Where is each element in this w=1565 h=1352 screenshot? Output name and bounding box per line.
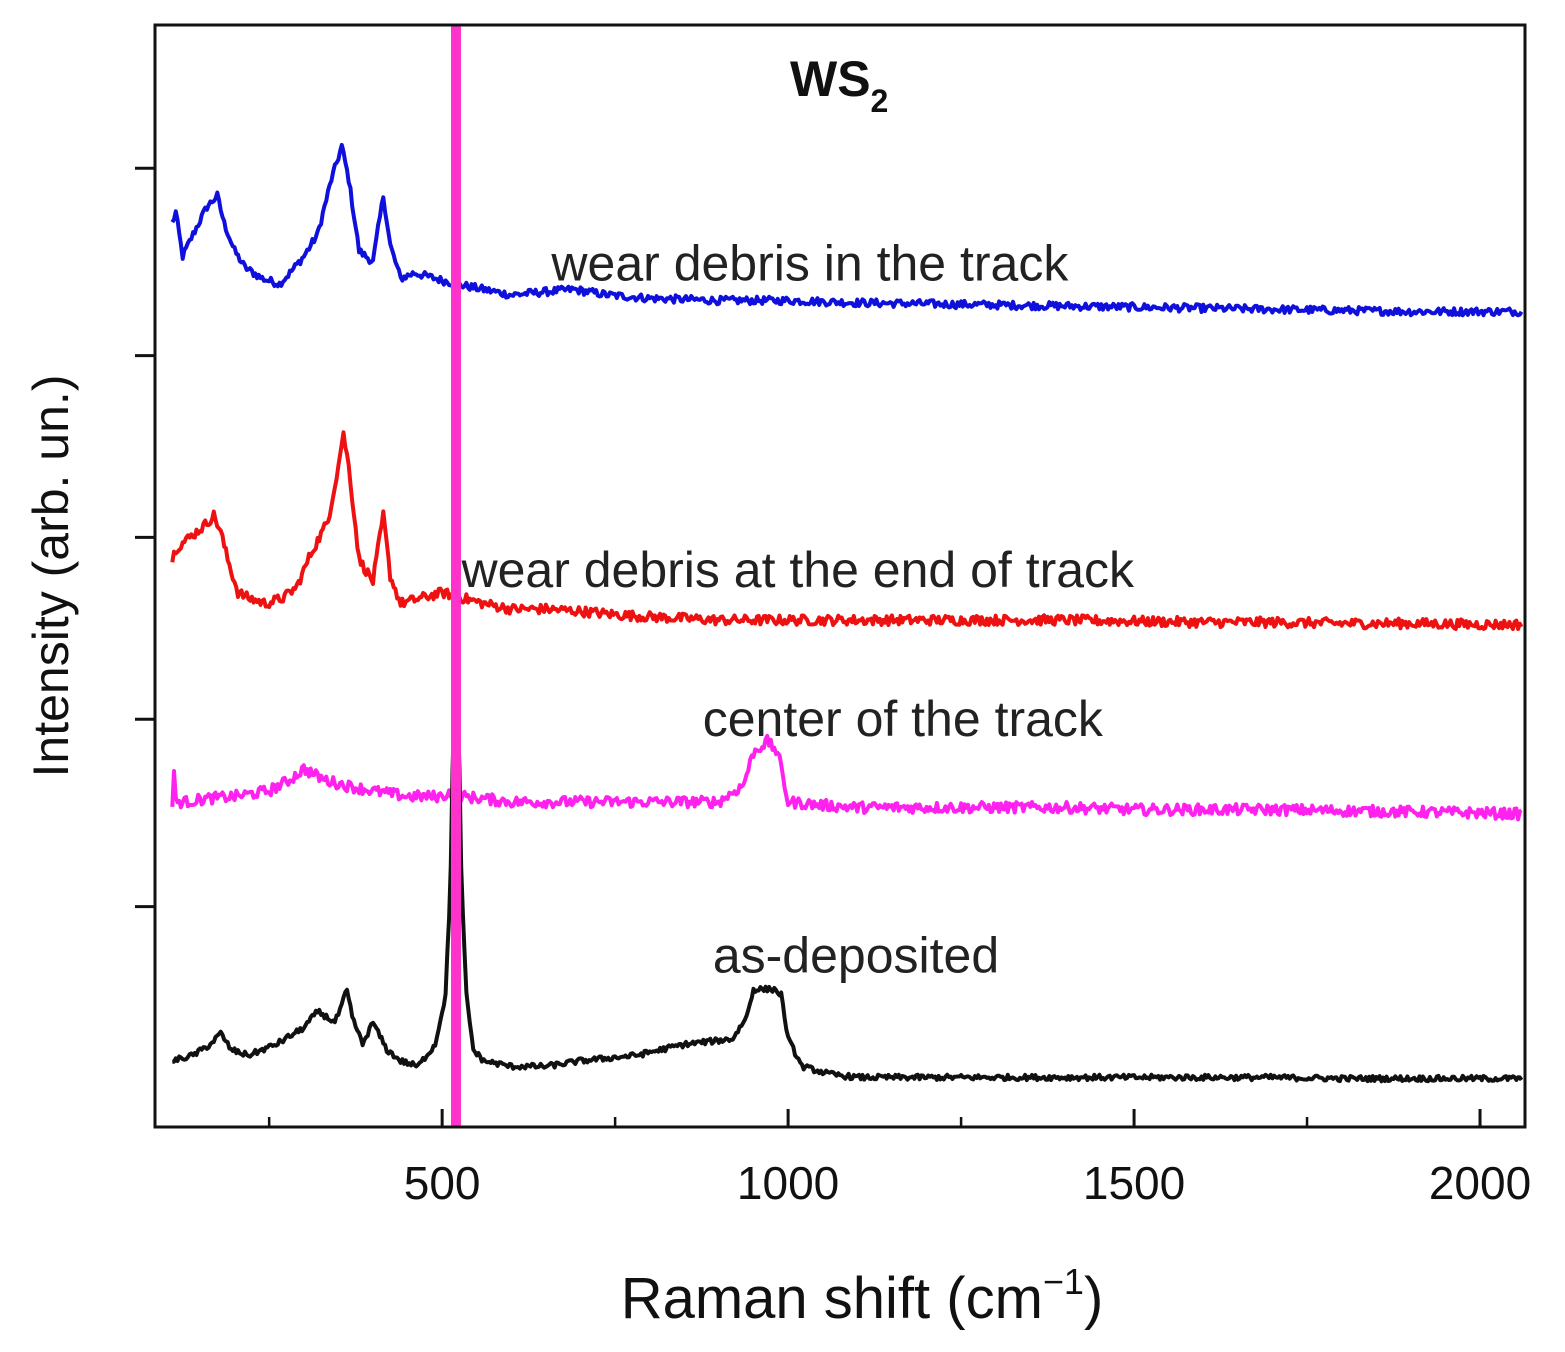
ticks-layer: 500 1000 1500 2000 (135, 166, 1531, 1209)
series-label-wear-debris-in-the-track: wear debris in the track (550, 236, 1069, 292)
chart-title-subscript: 2 (871, 83, 889, 119)
series-labels-layer: wear debris in the track wear debris at t… (460, 236, 1135, 984)
x-tick-label: 2000 (1429, 1157, 1531, 1209)
x-axis-title-main: Raman shift (cm (621, 1266, 1043, 1331)
x-axis-title-superscript: −1 (1043, 1261, 1084, 1302)
series-label-wear-debris-at-the-end-of-track: wear debris at the end of track (460, 542, 1135, 598)
chart-title: WS2 (790, 51, 888, 119)
x-tick-label: 1000 (737, 1157, 839, 1209)
series-label-as-deposited: as-deposited (713, 928, 999, 984)
series-label-center-of-the-track: center of the track (703, 691, 1104, 747)
x-tick-label: 500 (404, 1157, 481, 1209)
x-axis-title-close: ) (1084, 1266, 1103, 1331)
series-line-wear-debris-in-the-track (170, 142, 1524, 318)
x-axis-title: Raman shift (cm−1) (621, 1261, 1104, 1331)
series-line-center-of-the-track (170, 733, 1523, 822)
series-line-as-deposited (172, 672, 1524, 1084)
series-line-wear-debris-at-the-end-of-track (170, 430, 1524, 631)
series-layer (170, 142, 1524, 1084)
plot-frame (153, 23, 1527, 1129)
y-axis-title: Intensity (arb. un.) (23, 375, 79, 778)
x-tick-label: 1500 (1083, 1157, 1185, 1209)
chart-title-main: WS (790, 51, 871, 107)
